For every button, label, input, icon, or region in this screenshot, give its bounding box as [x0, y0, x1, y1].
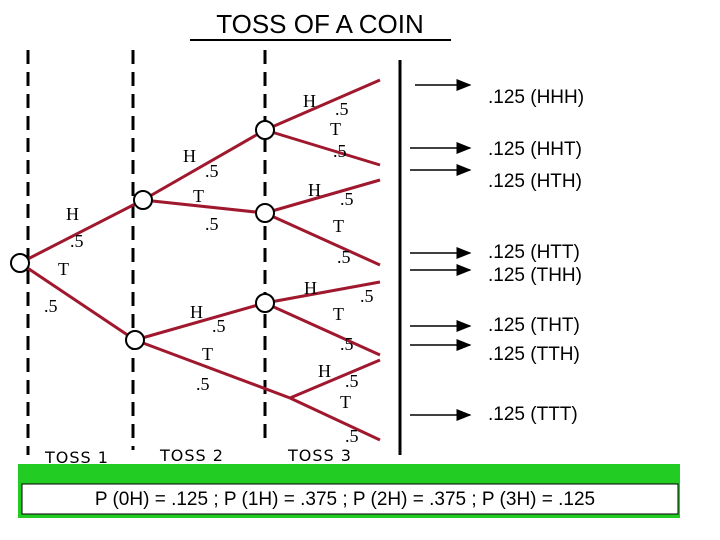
summary: P (0H) = .125 ; P (1H) = .375 ; P (2H) =… [95, 489, 595, 510]
branch-prob: .5 [212, 316, 226, 336]
branch-label: H [183, 146, 196, 166]
branch-prob: .5 [340, 189, 354, 209]
branch-label: T [333, 216, 344, 236]
branch [142, 128, 266, 202]
toss-dividers [26, 50, 267, 455]
branch-label: H [318, 361, 331, 381]
branch-label: H [190, 302, 203, 322]
outcome: .125 (TTT) [488, 404, 578, 425]
branch-label: T [330, 119, 341, 139]
toss-label: TOSS 1 [44, 448, 109, 467]
branch-prob: .5 [345, 371, 359, 391]
branch-prob: .5 [360, 286, 374, 306]
branch [264, 178, 381, 215]
branch-prob: .5 [44, 296, 58, 316]
branch-prob: .5 [196, 374, 210, 394]
branch-prob: .5 [205, 161, 219, 181]
branch [264, 280, 381, 305]
branch-label: H [303, 91, 316, 111]
node [10, 253, 30, 273]
branch [19, 198, 144, 265]
branch [19, 261, 136, 342]
toss-label: TOSS 3 [287, 446, 352, 465]
toss-label: TOSS 2 [159, 446, 224, 465]
branch-label: H [308, 180, 321, 200]
outcome: .125 (HHH) [488, 87, 584, 108]
branch-prob: .5 [335, 99, 349, 119]
title: TOSS OF A COIN [216, 9, 424, 39]
branch [289, 396, 381, 442]
branch-prob: .5 [345, 426, 359, 446]
branch-label: T [340, 392, 351, 412]
branch-label: T [333, 304, 344, 324]
branch-prob: .5 [205, 214, 219, 234]
outcome: .125 (HTH) [488, 171, 582, 192]
branch [142, 198, 266, 215]
summary-inner [21, 483, 679, 515]
branch [264, 78, 381, 132]
outcome: .125 (TTH) [488, 344, 580, 365]
outcome: .125 (HHT) [488, 139, 582, 160]
branch-label: H [66, 204, 79, 224]
node [125, 330, 145, 350]
branch-label: H [304, 278, 317, 298]
branch [264, 301, 381, 357]
branch [134, 338, 291, 400]
node [255, 293, 275, 313]
node [255, 120, 275, 140]
branch-label: T [58, 259, 69, 279]
outcome: .125 (THT) [488, 315, 580, 336]
branch [264, 211, 381, 267]
branch [289, 358, 381, 400]
node [255, 203, 275, 223]
node [133, 190, 153, 210]
branch-prob: .5 [70, 231, 84, 251]
outcome: .125 (THH) [488, 265, 582, 286]
branch [264, 128, 381, 167]
outcome: .125 (HTT) [488, 242, 580, 263]
branch-prob: .5 [340, 334, 354, 354]
branch-prob: .5 [337, 247, 351, 267]
branch-prob: .5 [333, 141, 347, 161]
branch-label: T [202, 344, 213, 364]
branch [134, 301, 266, 342]
branch-label: T [193, 186, 204, 206]
